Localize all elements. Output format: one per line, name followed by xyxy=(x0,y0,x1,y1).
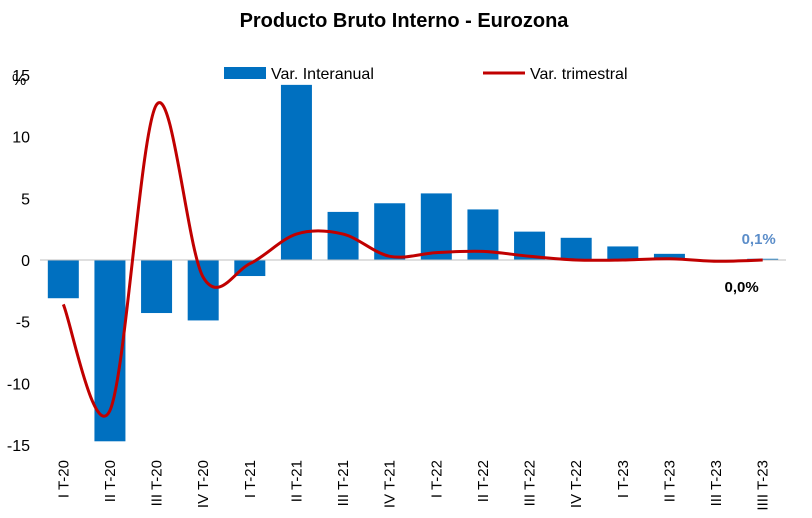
x-tick-label: II T-21 xyxy=(288,460,305,502)
bar xyxy=(420,193,452,260)
x-tick-label: II T-22 xyxy=(475,460,492,502)
bar xyxy=(234,260,266,277)
bar xyxy=(141,260,173,314)
x-tick-label: I T-20 xyxy=(55,460,72,498)
y-tick-label: 15 xyxy=(12,68,30,85)
x-tick-label: I T-23 xyxy=(615,460,632,498)
data-label: 0,0% xyxy=(724,279,758,296)
bar xyxy=(187,260,219,321)
y-tick-label: -5 xyxy=(16,315,30,332)
x-tick-label: IV T-20 xyxy=(195,460,212,508)
x-tick-label: III T-21 xyxy=(335,460,352,506)
chart-title: Producto Bruto Interno - Eurozona xyxy=(240,10,570,32)
bar xyxy=(747,258,779,260)
bar xyxy=(47,260,79,299)
data-label: 0,1% xyxy=(742,231,776,248)
legend: Var. Interanual Var. trimestral xyxy=(224,66,628,83)
bar xyxy=(607,246,639,260)
x-tick-label: II T-23 xyxy=(661,460,678,502)
y-tick-label: 10 xyxy=(12,130,30,147)
y-axis: -15 -10 -5 0 5 10 15% xyxy=(7,68,30,455)
x-tick-label: II T-20 xyxy=(102,460,119,502)
bar xyxy=(560,237,592,260)
line-series xyxy=(61,101,763,418)
bar xyxy=(327,211,359,260)
legend-swatch-bar xyxy=(224,67,266,79)
legend-label: Var. Interanual xyxy=(271,66,374,83)
y-tick-label: -10 xyxy=(7,376,30,393)
x-tick-label: I T-22 xyxy=(428,460,445,498)
y-tick-label: -15 xyxy=(7,438,30,455)
x-axis: I T-20 II T-20 III T-20 IV T-20 I T-21 II T-2… xyxy=(55,460,771,511)
x-tick-label: IIII T-23 xyxy=(755,460,772,511)
x-tick-label: I T-21 xyxy=(242,460,259,498)
legend-label: Var. trimestral xyxy=(530,66,628,83)
x-tick-label: III T-20 xyxy=(149,460,166,506)
bar xyxy=(374,203,406,260)
x-tick-label: IV T-22 xyxy=(568,460,585,508)
bar xyxy=(653,253,685,260)
y-tick-label: 5 xyxy=(21,191,30,208)
y-tick-label: 0 xyxy=(21,253,30,270)
x-tick-label: IV T-21 xyxy=(382,460,399,508)
x-tick-label: III T-23 xyxy=(708,460,725,506)
x-tick-label: III T-22 xyxy=(522,460,539,506)
annotations: 0,1% 0,0% xyxy=(724,231,775,296)
y-axis-unit-label: % xyxy=(12,72,26,89)
